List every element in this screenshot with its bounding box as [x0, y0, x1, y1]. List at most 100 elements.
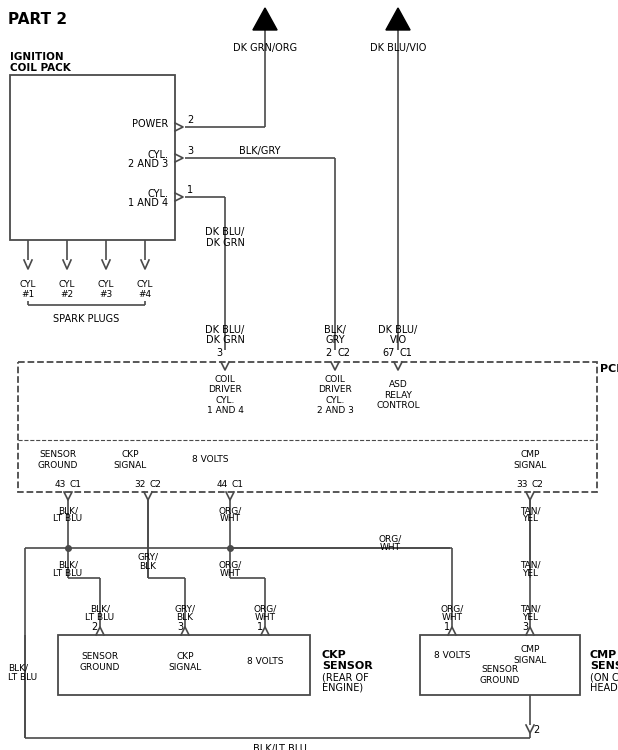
Text: CMP
SIGNAL: CMP SIGNAL [514, 645, 547, 664]
Text: ORG/: ORG/ [378, 535, 402, 544]
Text: TAN/: TAN/ [520, 560, 540, 569]
Text: DK BLU/: DK BLU/ [205, 227, 245, 237]
Text: BLK/: BLK/ [8, 664, 28, 673]
Bar [420, 635, 580, 695]
Bar [18, 362, 597, 492]
Text: DK BLU/VIO: DK BLU/VIO [370, 43, 426, 53]
Text: 1: 1 [187, 185, 193, 195]
Text: 1 AND 4: 1 AND 4 [128, 198, 168, 208]
Text: BLK/: BLK/ [90, 604, 110, 613]
Text: ASD
RELAY
CONTROL: ASD RELAY CONTROL [376, 380, 420, 410]
Text: GRY: GRY [325, 335, 345, 345]
Text: 3: 3 [187, 146, 193, 156]
Polygon shape [253, 8, 277, 30]
Text: 2: 2 [326, 348, 332, 358]
Text: C2: C2 [532, 480, 544, 489]
Text: COIL PACK: COIL PACK [10, 63, 70, 73]
Text: POWER: POWER [132, 119, 168, 129]
Text: BLK: BLK [177, 613, 193, 622]
Text: BLK/GRY: BLK/GRY [239, 146, 281, 156]
Text: ORG/: ORG/ [253, 604, 277, 613]
Text: CYL
#4: CYL #4 [137, 280, 153, 299]
Text: LT BLU: LT BLU [8, 673, 37, 682]
Text: BLK: BLK [140, 562, 156, 571]
Text: (ON CYL.: (ON CYL. [590, 673, 618, 683]
Text: SENSOR: SENSOR [590, 661, 618, 671]
Text: 8 VOLTS: 8 VOLTS [247, 658, 283, 667]
Text: CMP: CMP [590, 650, 617, 660]
Text: SENSOR
GROUND: SENSOR GROUND [480, 665, 520, 685]
Text: WHT: WHT [219, 514, 240, 523]
Text: 33: 33 [517, 480, 528, 489]
Text: DK BLU/: DK BLU/ [378, 325, 418, 335]
Text: 8 VOLTS: 8 VOLTS [434, 650, 470, 659]
Text: COIL
DRIVER
CYL.
1 AND 4: COIL DRIVER CYL. 1 AND 4 [206, 375, 243, 415]
Text: CYL
#3: CYL #3 [98, 280, 114, 299]
Text: PART 2: PART 2 [8, 12, 67, 27]
Polygon shape [386, 8, 410, 30]
Bar [58, 635, 310, 695]
Text: LT BLU: LT BLU [53, 514, 83, 523]
Bar [10, 75, 175, 240]
Text: BLK/: BLK/ [324, 325, 346, 335]
Text: BLK/: BLK/ [58, 560, 78, 569]
Text: 2 AND 3: 2 AND 3 [128, 159, 168, 169]
Text: GRY/: GRY/ [174, 604, 195, 613]
Text: CKP
SIGNAL: CKP SIGNAL [168, 652, 201, 672]
Text: C2: C2 [150, 480, 162, 489]
Text: SENSOR: SENSOR [322, 661, 373, 671]
Text: PCM: PCM [600, 364, 618, 374]
Text: BLK/: BLK/ [58, 506, 78, 515]
Text: WHT: WHT [441, 613, 462, 622]
Text: COIL
DRIVER
CYL.
2 AND 3: COIL DRIVER CYL. 2 AND 3 [316, 375, 353, 415]
Text: SENSOR
GROUND: SENSOR GROUND [80, 652, 120, 672]
Text: 1: 1 [444, 622, 450, 632]
Text: DK GRN/ORG: DK GRN/ORG [233, 43, 297, 53]
Text: YEL: YEL [522, 569, 538, 578]
Text: CMP
SIGNAL: CMP SIGNAL [514, 450, 547, 470]
Text: (REAR OF: (REAR OF [322, 673, 369, 683]
Text: BLK/LT BLU: BLK/LT BLU [253, 744, 307, 750]
Text: YEL: YEL [522, 514, 538, 523]
Text: C1: C1 [70, 480, 82, 489]
Text: 44: 44 [217, 480, 228, 489]
Text: LT BLU: LT BLU [53, 569, 83, 578]
Text: GRY/: GRY/ [137, 553, 158, 562]
Text: WHT: WHT [255, 613, 276, 622]
Text: C1: C1 [400, 348, 413, 358]
Text: SENSOR
GROUND: SENSOR GROUND [38, 450, 78, 470]
Text: 2: 2 [187, 115, 193, 125]
Text: 43: 43 [54, 480, 66, 489]
Text: YEL: YEL [522, 613, 538, 622]
Text: ENGINE): ENGINE) [322, 683, 363, 693]
Text: 67: 67 [383, 348, 395, 358]
Text: 32: 32 [135, 480, 146, 489]
Text: 3: 3 [522, 622, 528, 632]
Text: CKP
SIGNAL: CKP SIGNAL [113, 450, 146, 470]
Text: WHT: WHT [379, 544, 400, 553]
Text: C1: C1 [232, 480, 244, 489]
Text: C2: C2 [337, 348, 350, 358]
Text: CKP: CKP [322, 650, 347, 660]
Text: ORG/: ORG/ [218, 560, 242, 569]
Text: CYL.: CYL. [147, 150, 168, 160]
Text: 3: 3 [177, 622, 183, 632]
Text: ORG/: ORG/ [441, 604, 464, 613]
Text: 2: 2 [91, 622, 98, 632]
Text: A: A [260, 14, 271, 28]
Text: 2: 2 [533, 725, 540, 735]
Text: VIO: VIO [389, 335, 407, 345]
Text: DK GRN: DK GRN [206, 238, 245, 248]
Text: HEAD): HEAD) [590, 683, 618, 693]
Text: 3: 3 [216, 348, 222, 358]
Text: SPARK PLUGS: SPARK PLUGS [53, 314, 120, 324]
Text: DK GRN: DK GRN [206, 335, 245, 345]
Text: ORG/: ORG/ [218, 506, 242, 515]
Text: CYL
#1: CYL #1 [20, 280, 36, 299]
Text: IGNITION: IGNITION [10, 52, 64, 62]
Text: LT BLU: LT BLU [85, 613, 114, 622]
Text: CYL
#2: CYL #2 [59, 280, 75, 299]
Text: 8 VOLTS: 8 VOLTS [192, 455, 228, 464]
Text: WHT: WHT [219, 569, 240, 578]
Text: TAN/: TAN/ [520, 604, 540, 613]
